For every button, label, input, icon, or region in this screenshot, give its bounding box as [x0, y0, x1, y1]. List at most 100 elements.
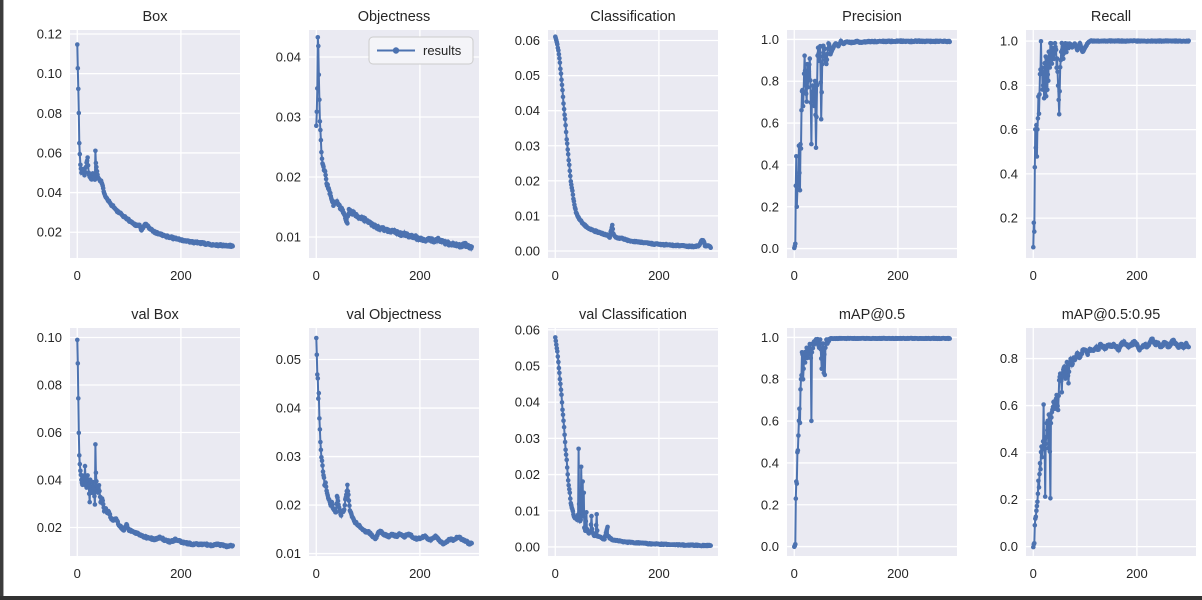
y-tick-label: 0.05	[515, 68, 540, 83]
series-marker	[1034, 122, 1039, 128]
y-tick-label: 0.00	[515, 243, 540, 258]
series-marker	[346, 498, 352, 503]
series-results	[314, 335, 474, 547]
subplot-title: mAP@0.5	[839, 307, 905, 323]
y-tick-label: 0.6	[761, 116, 779, 131]
series-marker	[798, 146, 804, 151]
series-marker	[1042, 65, 1048, 71]
series-marker	[1031, 220, 1037, 225]
series-marker	[560, 407, 565, 413]
series-marker	[793, 542, 798, 547]
series-marker	[323, 480, 328, 485]
series-marker	[822, 372, 828, 378]
series-marker	[605, 524, 610, 530]
series-marker	[559, 392, 564, 398]
series-marker	[92, 502, 98, 507]
series-marker	[560, 412, 566, 418]
series-marker	[822, 352, 827, 357]
series-results	[1031, 336, 1191, 550]
series-marker	[87, 499, 92, 505]
series-marker	[317, 416, 322, 421]
series-marker	[805, 84, 810, 90]
series-marker	[800, 377, 806, 382]
y-tick-label: 0.02	[276, 498, 301, 513]
series-marker	[76, 396, 81, 401]
series-marker	[316, 43, 321, 49]
subplot-map-0-5-0-95: mAP@0.5:0.95 0.0 0.2 0.4 0.6 0.8 0 200	[960, 298, 1199, 596]
series-marker	[594, 512, 599, 517]
series-marker	[319, 149, 324, 155]
x-tick-label: 200	[409, 268, 431, 283]
series-marker	[89, 490, 95, 496]
series-marker	[96, 483, 102, 488]
series-marker	[1058, 378, 1064, 384]
series-marker	[333, 509, 339, 515]
series-marker	[568, 173, 573, 179]
subplot-recall: Recall 0.2 0.4 0.6 0.8 1.0 0 200	[960, 0, 1199, 298]
series-marker	[1046, 49, 1052, 54]
y-tick-label: 0.10	[37, 66, 62, 81]
series-marker	[93, 470, 99, 476]
subplot-canvas-val-box: val Box 0.02 0.04 0.06 0.08 0.10 0 200	[37, 307, 240, 581]
series-marker	[1041, 402, 1046, 407]
series-marker	[818, 116, 824, 122]
series-marker	[1036, 485, 1042, 490]
series-marker	[563, 447, 568, 452]
subplot-val-classification: val Classification 0.00 0.01 0.02 0.03 0.04 0.…	[482, 298, 721, 596]
series-marker	[576, 501, 582, 507]
series-marker	[559, 77, 564, 82]
plot-area	[548, 328, 718, 556]
series-marker	[75, 66, 81, 71]
series-marker	[1064, 49, 1069, 55]
series-marker	[1048, 496, 1053, 501]
series-marker	[81, 473, 86, 478]
series-marker	[558, 381, 563, 387]
series-marker	[558, 66, 563, 72]
x-tick-label: 200	[409, 566, 431, 581]
series-marker	[564, 457, 569, 463]
series-marker	[1059, 390, 1065, 395]
y-tick-label: 0.01	[515, 503, 540, 518]
series-marker	[804, 99, 809, 104]
y-tick-label: 0.08	[37, 106, 62, 121]
legend-marker-sample	[392, 47, 400, 54]
series-marker	[1042, 60, 1047, 66]
x-tick-label: 0	[791, 268, 798, 283]
series-marker	[557, 60, 563, 65]
y-tick-label: 0.8	[761, 372, 779, 387]
series-marker	[93, 148, 98, 154]
series-marker	[100, 498, 105, 503]
y-tick-label: 0.2	[1000, 211, 1018, 226]
series-marker	[554, 342, 559, 347]
series-marker	[1035, 491, 1041, 497]
subplot-title: Objectness	[358, 9, 431, 25]
x-tick-label: 200	[648, 268, 670, 283]
series-marker	[318, 137, 324, 143]
series-marker	[562, 112, 567, 118]
subplot-canvas-classification: Classification 0.00 0.01 0.02 0.03 0.04 0.05 0.…	[515, 9, 718, 283]
series-marker	[594, 528, 600, 533]
series-marker	[556, 359, 561, 365]
series-marker	[581, 490, 587, 496]
y-tick-label: 0.10	[37, 330, 62, 345]
series-marker	[75, 361, 81, 366]
series-marker	[557, 376, 563, 382]
series-marker	[1186, 344, 1191, 350]
y-tick-label: 0.05	[515, 359, 540, 374]
series-marker	[320, 463, 325, 468]
series-marker	[1036, 111, 1042, 117]
subplot-canvas-map-0-5-0-95: mAP@0.5:0.95 0.0 0.2 0.4 0.6 0.8 0 200	[1000, 307, 1196, 581]
series-marker	[315, 372, 320, 377]
series-marker	[802, 68, 808, 74]
series-marker	[1054, 56, 1060, 61]
series-marker	[77, 453, 82, 458]
series-marker	[469, 540, 474, 546]
series-marker	[97, 488, 102, 494]
series-marker	[1033, 514, 1039, 520]
subplot-title: val Objectness	[346, 307, 441, 323]
x-tick-label: 200	[170, 268, 192, 283]
series-marker	[589, 513, 594, 519]
series-marker	[1035, 127, 1040, 132]
series-marker	[1043, 434, 1049, 440]
series-marker	[809, 418, 814, 424]
